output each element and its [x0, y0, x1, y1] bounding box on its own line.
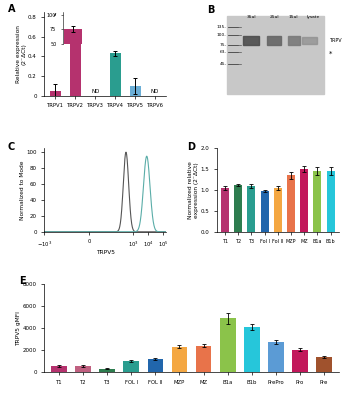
Y-axis label: Relative expression
(2⁻ΔCt): Relative expression (2⁻ΔCt): [16, 25, 27, 83]
Bar: [110, 53, 121, 96]
Bar: [243, 36, 259, 44]
Y-axis label: Normalized to Mode: Normalized to Mode: [20, 160, 25, 220]
Text: 15ul: 15ul: [289, 14, 299, 18]
Bar: [274, 188, 282, 232]
Bar: [244, 327, 260, 372]
Bar: [70, 25, 81, 96]
Bar: [267, 36, 281, 44]
Bar: [247, 186, 255, 232]
Bar: [327, 171, 334, 232]
Text: C: C: [8, 142, 15, 152]
Bar: [172, 347, 187, 372]
Bar: [196, 346, 211, 372]
Text: lysate: lysate: [306, 14, 320, 18]
Y-axis label: TRPV5 gMFI: TRPV5 gMFI: [16, 311, 22, 346]
Text: D: D: [187, 142, 195, 152]
Bar: [288, 36, 300, 44]
Bar: [50, 91, 61, 96]
Text: 100-: 100-: [217, 34, 227, 38]
Text: 75-: 75-: [220, 44, 227, 48]
Text: 25ul: 25ul: [269, 14, 279, 18]
Bar: [261, 191, 268, 232]
Text: ND: ND: [91, 89, 100, 94]
Text: 63-: 63-: [220, 50, 227, 54]
Text: 45-: 45-: [220, 62, 227, 66]
Bar: [292, 350, 308, 372]
Bar: [314, 171, 321, 232]
Bar: [227, 16, 324, 94]
Bar: [287, 175, 295, 232]
Bar: [123, 361, 139, 372]
Text: B: B: [207, 5, 215, 15]
Bar: [130, 86, 141, 96]
Bar: [268, 342, 284, 372]
Bar: [234, 185, 242, 232]
Bar: [75, 366, 91, 372]
Text: ND: ND: [151, 89, 159, 94]
Bar: [221, 188, 229, 232]
Bar: [99, 369, 115, 372]
Bar: [300, 169, 308, 232]
Bar: [316, 357, 332, 372]
Text: E: E: [19, 276, 26, 286]
Text: A: A: [8, 4, 15, 14]
Text: TRPV5: TRPV5: [329, 38, 342, 43]
Text: 35ul: 35ul: [246, 14, 256, 18]
Bar: [302, 37, 317, 44]
Y-axis label: Normalized relative
expression (2⁻ΔCt): Normalized relative expression (2⁻ΔCt): [188, 161, 199, 219]
X-axis label: TRPV5: TRPV5: [96, 250, 115, 255]
Bar: [51, 366, 67, 372]
Bar: [220, 318, 236, 372]
Bar: [147, 359, 163, 372]
Text: 135-: 135-: [217, 25, 227, 29]
Text: *: *: [329, 51, 332, 57]
